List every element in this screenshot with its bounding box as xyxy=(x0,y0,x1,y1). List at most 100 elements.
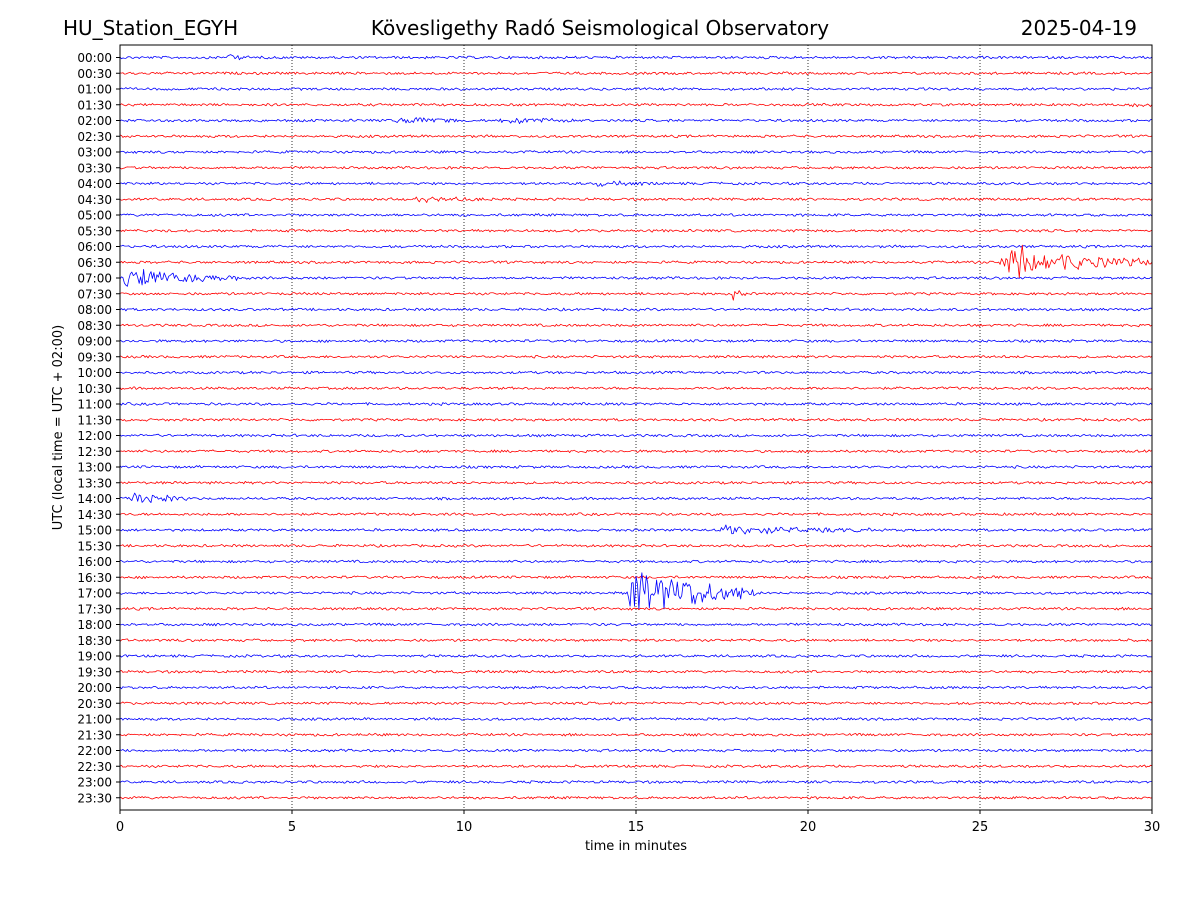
row-time-label: 01:30 xyxy=(77,98,112,112)
row-time-label: 20:30 xyxy=(77,697,112,711)
x-axis-label: time in minutes xyxy=(585,839,687,854)
trace-2100 xyxy=(119,717,1153,721)
row-time-label: 23:30 xyxy=(77,791,112,805)
trace-0900 xyxy=(119,339,1153,343)
trace-0500 xyxy=(119,213,1153,217)
row-time-label: 11:00 xyxy=(77,398,112,412)
trace-0730 xyxy=(119,290,1153,301)
row-time-label: 10:00 xyxy=(77,366,112,380)
trace-1200 xyxy=(119,433,1153,438)
trace-1800 xyxy=(119,622,1153,627)
trace-1730 xyxy=(119,606,1153,611)
trace-2030 xyxy=(119,701,1153,706)
row-time-label: 13:30 xyxy=(77,476,112,490)
row-time-label: 13:00 xyxy=(77,461,112,475)
row-time-label: 09:30 xyxy=(77,350,112,364)
row-time-label: 05:00 xyxy=(77,209,112,223)
row-time-label: 15:30 xyxy=(77,539,112,553)
row-time-label: 14:00 xyxy=(77,492,112,506)
trace-1500 xyxy=(119,524,1153,535)
trace-1000 xyxy=(119,370,1153,375)
row-time-label: 16:00 xyxy=(77,555,112,569)
row-time-label: 08:00 xyxy=(77,303,112,317)
trace-1930 xyxy=(119,669,1153,674)
row-time-label: 00:00 xyxy=(77,51,112,65)
trace-0600 xyxy=(119,244,1153,249)
trace-1130 xyxy=(119,417,1153,422)
row-time-label: 12:30 xyxy=(77,445,112,459)
row-time-label: 17:00 xyxy=(77,587,112,601)
row-time-label: 06:00 xyxy=(77,240,112,254)
row-time-label: 16:30 xyxy=(77,571,112,585)
trace-2200 xyxy=(119,748,1153,753)
row-time-label: 10:30 xyxy=(77,382,112,396)
trace-0830 xyxy=(119,323,1153,328)
row-time-label: 14:30 xyxy=(77,508,112,522)
x-tick-label: 0 xyxy=(116,820,124,835)
trace-2300 xyxy=(119,780,1153,784)
row-time-label: 22:30 xyxy=(77,760,112,774)
row-time-label: 07:00 xyxy=(77,272,112,286)
trace-0930 xyxy=(119,354,1153,359)
row-time-label: 02:00 xyxy=(77,114,112,128)
grid-lines xyxy=(291,45,981,810)
trace-1300 xyxy=(119,465,1153,469)
chart-title: Kövesligethy Radó Seismological Observat… xyxy=(370,16,830,40)
trace-1830 xyxy=(119,638,1153,643)
row-time-label: 19:00 xyxy=(77,650,112,664)
trace-2130 xyxy=(119,732,1153,737)
y-axis-label: UTC (local time = UTC + 02:00) xyxy=(51,325,66,530)
trace-1400 xyxy=(119,492,1153,503)
x-tick-label: 5 xyxy=(288,820,296,835)
x-axis-ticks: 0 5 10 15 20 25 30 xyxy=(116,810,1160,835)
trace-0300 xyxy=(119,150,1153,154)
row-time-label: 01:00 xyxy=(77,83,112,97)
x-tick-label: 25 xyxy=(972,820,989,835)
row-time-label: 22:00 xyxy=(77,744,112,758)
row-time-label: 18:00 xyxy=(77,618,112,632)
trace-1600 xyxy=(119,559,1153,564)
trace-1700 xyxy=(119,572,1153,610)
row-time-label: 06:30 xyxy=(77,256,112,270)
trace-2000 xyxy=(119,685,1153,690)
trace-0130 xyxy=(119,102,1153,108)
row-time-label: 23:00 xyxy=(77,776,112,790)
trace-0330 xyxy=(119,165,1153,170)
trace-layer xyxy=(119,54,1153,800)
trace-0230 xyxy=(119,134,1153,139)
row-time-label: 03:00 xyxy=(77,146,112,160)
station-name: HU_Station_EGYH xyxy=(63,16,239,40)
trace-2230 xyxy=(119,764,1153,769)
trace-1100 xyxy=(119,402,1153,406)
x-tick-label: 15 xyxy=(628,820,645,835)
trace-0800 xyxy=(119,307,1153,312)
row-time-label: 07:30 xyxy=(77,287,112,301)
trace-2330 xyxy=(119,795,1153,800)
x-tick-label: 20 xyxy=(800,820,817,835)
trace-0630 xyxy=(119,244,1153,279)
x-tick-label: 10 xyxy=(456,820,473,835)
row-time-label: 20:00 xyxy=(77,681,112,695)
trace-0400 xyxy=(119,180,1153,187)
trace-0100 xyxy=(119,87,1153,91)
trace-1530 xyxy=(119,543,1153,548)
row-time-label: 21:30 xyxy=(77,728,112,742)
trace-1330 xyxy=(119,480,1153,485)
row-time-label: 04:30 xyxy=(77,193,112,207)
row-time-label: 05:30 xyxy=(77,224,112,238)
row-time-label: 08:30 xyxy=(77,319,112,333)
chart-date: 2025-04-19 xyxy=(1020,16,1137,40)
trace-1900 xyxy=(119,654,1153,658)
trace-0030 xyxy=(119,71,1153,76)
row-time-label: 02:30 xyxy=(77,130,112,144)
row-time-label: 11:30 xyxy=(77,413,112,427)
trace-0700 xyxy=(119,269,1153,287)
trace-1430 xyxy=(119,512,1153,517)
plot-frame xyxy=(119,44,1153,811)
trace-1030 xyxy=(119,386,1153,390)
row-time-label: 04:00 xyxy=(77,177,112,191)
row-time-label: 18:30 xyxy=(77,634,112,648)
row-time-label: 21:00 xyxy=(77,713,112,727)
row-time-label: 00:30 xyxy=(77,67,112,81)
